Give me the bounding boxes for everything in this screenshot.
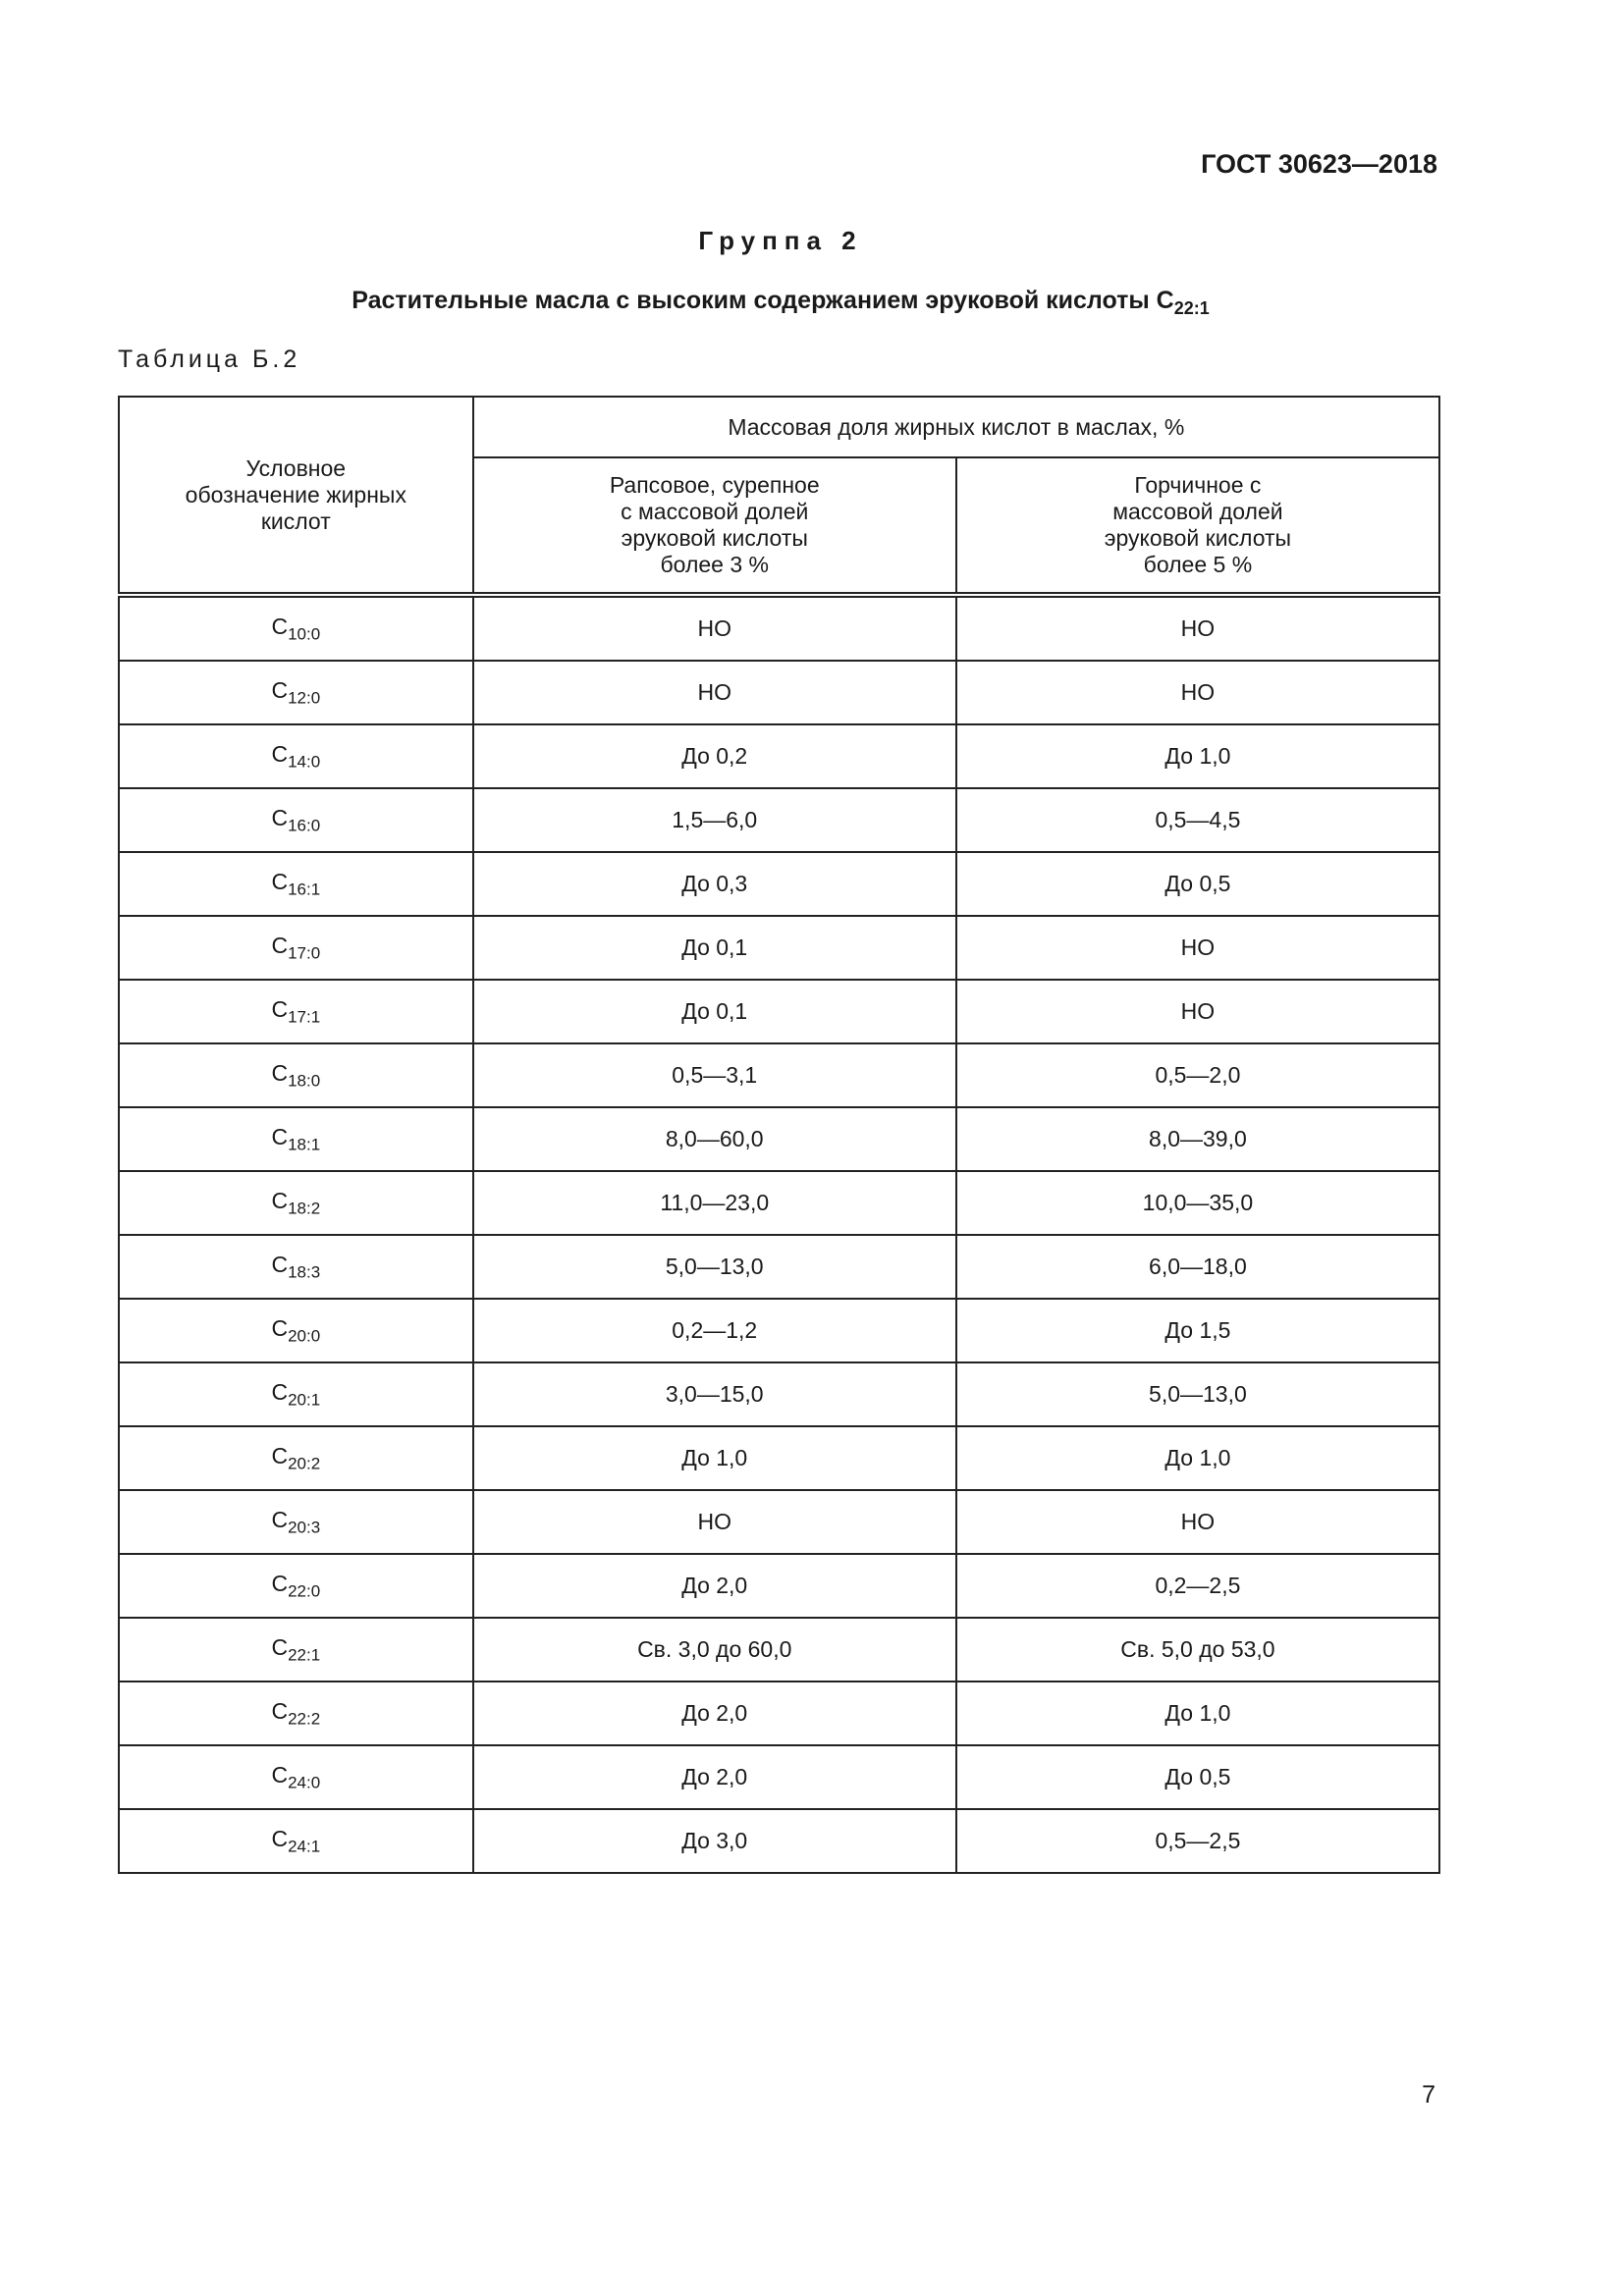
subtitle-subscript: 22:1 <box>1173 298 1210 318</box>
table-label: Таблица Б.2 <box>118 346 301 373</box>
acid-cell: C16:0 <box>118 787 474 853</box>
acid-cell: C22:0 <box>118 1553 474 1619</box>
rapeseed-value: До 2,0 <box>471 1681 957 1746</box>
mustard-value: Св. 5,0 до 53,0 <box>954 1617 1441 1682</box>
mustard-value: 0,5—2,0 <box>954 1042 1441 1108</box>
rapeseed-value: НО <box>471 660 957 725</box>
acid-cell: C24:0 <box>118 1744 474 1810</box>
acid-cell: C16:1 <box>118 851 474 917</box>
acid-cell: C17:1 <box>118 979 474 1044</box>
mustard-value: НО <box>954 979 1441 1044</box>
page-number: 7 <box>1422 2081 1435 2109</box>
acid-cell: C14:0 <box>118 723 474 789</box>
acid-cell: C12:0 <box>118 660 474 725</box>
table-row: C24:0 До 2,0 До 0,5 <box>118 1744 1441 1810</box>
rapeseed-value: До 0,3 <box>471 851 957 917</box>
mustard-value: 8,0—39,0 <box>954 1106 1441 1172</box>
rapeseed-value: До 3,0 <box>471 1808 957 1874</box>
table-row: C16:0 1,5—6,0 0,5—4,5 <box>118 787 1441 853</box>
mustard-value: До 1,5 <box>954 1298 1441 1363</box>
rapeseed-value: 8,0—60,0 <box>471 1106 957 1172</box>
table-row: C20:0 0,2—1,2 До 1,5 <box>118 1298 1441 1363</box>
table-row: C20:1 3,0—15,0 5,0—13,0 <box>118 1362 1441 1427</box>
section-subtitle: Растительные масла с высоким содержанием… <box>0 287 1561 319</box>
fatty-acid-table: Условное обозначение жирных кислот Массо… <box>118 396 1441 1874</box>
mustard-value: НО <box>954 592 1441 662</box>
mustard-value: 0,5—2,5 <box>954 1808 1441 1874</box>
acid-cell: C18:0 <box>118 1042 474 1108</box>
acid-cell: C18:1 <box>118 1106 474 1172</box>
mustard-value: 6,0—18,0 <box>954 1234 1441 1300</box>
acid-cell: C18:2 <box>118 1170 474 1236</box>
table-row: C22:0 До 2,0 0,2—2,5 <box>118 1553 1441 1619</box>
rapeseed-value: До 2,0 <box>471 1553 957 1619</box>
col-header-rapeseed: Рапсовое, сурепное с массовой долей эрук… <box>471 456 957 596</box>
table-row: C12:0 НО НО <box>118 660 1441 725</box>
rapeseed-value: 0,5—3,1 <box>471 1042 957 1108</box>
acid-cell: C17:0 <box>118 915 474 981</box>
table-row: C20:3 НО НО <box>118 1489 1441 1555</box>
acid-cell: C22:2 <box>118 1681 474 1746</box>
rapeseed-value: До 1,0 <box>471 1425 957 1491</box>
table-row: C18:0 0,5—3,1 0,5—2,0 <box>118 1042 1441 1108</box>
mustard-value: До 0,5 <box>954 851 1441 917</box>
mustard-value: НО <box>954 660 1441 725</box>
acid-cell: C18:3 <box>118 1234 474 1300</box>
document-code: ГОСТ 30623—2018 <box>1201 149 1437 179</box>
table-row: C18:2 11,0—23,0 10,0—35,0 <box>118 1170 1441 1236</box>
rapeseed-value: До 2,0 <box>471 1744 957 1810</box>
table-row: C18:1 8,0—60,0 8,0—39,0 <box>118 1106 1441 1172</box>
mustard-value: 0,2—2,5 <box>954 1553 1441 1619</box>
acid-cell: C20:3 <box>118 1489 474 1555</box>
table-row: C22:2 До 2,0 До 1,0 <box>118 1681 1441 1746</box>
group-title: Группа 2 <box>698 226 863 255</box>
table-row: C18:3 5,0—13,0 6,0—18,0 <box>118 1234 1441 1300</box>
rapeseed-value: НО <box>471 1489 957 1555</box>
table-row: C24:1 До 3,0 0,5—2,5 <box>118 1808 1441 1874</box>
rapeseed-value: 11,0—23,0 <box>471 1170 957 1236</box>
acid-cell: C20:1 <box>118 1362 474 1427</box>
acid-cell: C20:0 <box>118 1298 474 1363</box>
mustard-value: НО <box>954 1489 1441 1555</box>
rapeseed-value: До 0,1 <box>471 979 957 1044</box>
table-row: C16:1 До 0,3 До 0,5 <box>118 851 1441 917</box>
col-group-header: Массовая доля жирных кислот в маслах, % <box>471 396 1441 458</box>
acid-cell: C20:2 <box>118 1425 474 1491</box>
table-row: C17:0 До 0,1 НО <box>118 915 1441 981</box>
subtitle-text: Растительные масла с высоким содержанием… <box>352 287 1174 314</box>
acid-cell: C24:1 <box>118 1808 474 1874</box>
mustard-value: 0,5—4,5 <box>954 787 1441 853</box>
mustard-value: 5,0—13,0 <box>954 1362 1441 1427</box>
rapeseed-value: НО <box>471 592 957 662</box>
rapeseed-value: 0,2—1,2 <box>471 1298 957 1363</box>
mustard-value: НО <box>954 915 1441 981</box>
mustard-value: До 0,5 <box>954 1744 1441 1810</box>
rapeseed-value: Св. 3,0 до 60,0 <box>471 1617 957 1682</box>
col-header-mustard: Горчичное с массовой долей эруковой кисл… <box>954 456 1441 596</box>
rapeseed-value: До 0,1 <box>471 915 957 981</box>
col-header-acid: Условное обозначение жирных кислот <box>118 396 474 596</box>
table-row: C14:0 До 0,2 До 1,0 <box>118 723 1441 789</box>
mustard-value: 10,0—35,0 <box>954 1170 1441 1236</box>
rapeseed-value: 5,0—13,0 <box>471 1234 957 1300</box>
table-row: C10:0 НО НО <box>118 592 1441 662</box>
table-row: C22:1 Св. 3,0 до 60,0 Св. 5,0 до 53,0 <box>118 1617 1441 1682</box>
table-row: C17:1 До 0,1 НО <box>118 979 1441 1044</box>
rapeseed-value: До 0,2 <box>471 723 957 789</box>
rapeseed-value: 1,5—6,0 <box>471 787 957 853</box>
mustard-value: До 1,0 <box>954 723 1441 789</box>
rapeseed-value: 3,0—15,0 <box>471 1362 957 1427</box>
acid-cell: C22:1 <box>118 1617 474 1682</box>
mustard-value: До 1,0 <box>954 1681 1441 1746</box>
acid-cell: C10:0 <box>118 592 474 662</box>
mustard-value: До 1,0 <box>954 1425 1441 1491</box>
table-row: C20:2 До 1,0 До 1,0 <box>118 1425 1441 1491</box>
